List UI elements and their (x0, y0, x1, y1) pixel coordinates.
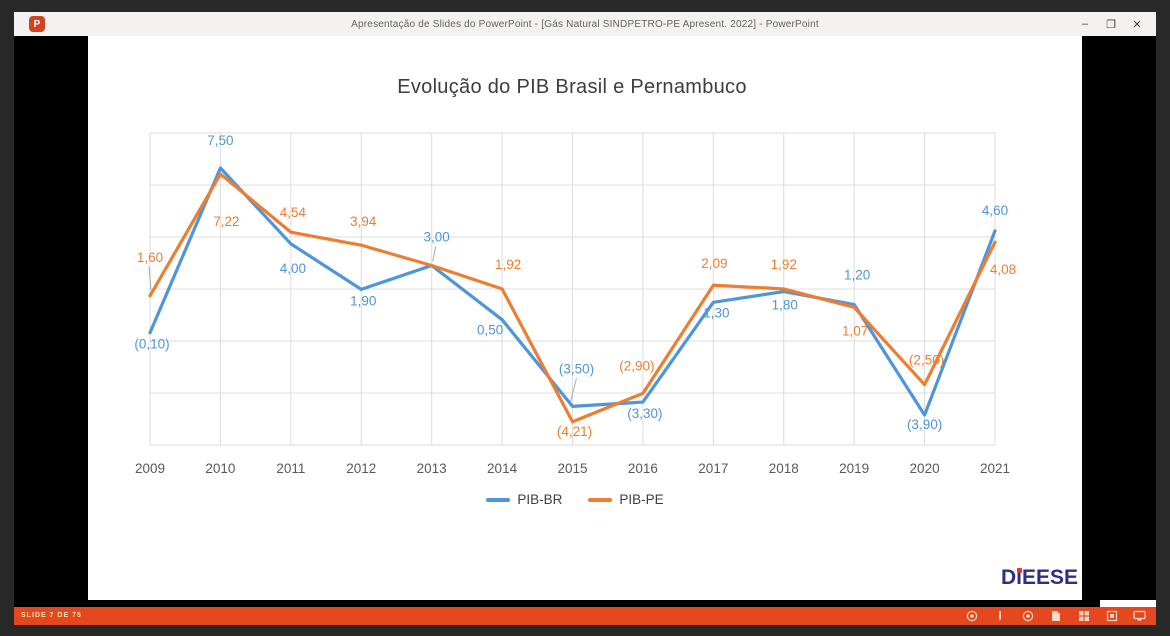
application-window: P Apresentação de Slides do PowerPoint -… (14, 12, 1156, 625)
data-label-pib-br: 4,60 (982, 203, 1008, 218)
pib-br-swatch (486, 497, 511, 502)
powerpoint-icon: P (29, 16, 45, 32)
data-label-pib-br: 0,50 (477, 323, 503, 338)
window-controls: – ❐ ✕ (1072, 12, 1150, 36)
axis-label-year: 2017 (698, 461, 728, 476)
axis-label-year: 2011 (276, 461, 305, 476)
data-label-pib-br: 1,90 (350, 293, 376, 308)
logo-letter-d: D (1000, 566, 1017, 589)
axis-label-year: 2016 (628, 461, 658, 476)
restore-button[interactable]: ❐ (1106, 18, 1116, 31)
laser-pointer-icon[interactable] (1021, 610, 1034, 623)
pib-pe-swatch (588, 497, 613, 502)
data-label-pib-pe: (4,21) (557, 424, 592, 439)
series-line-pib-pe (148, 172, 997, 424)
axis-label-year: 2009 (135, 461, 165, 476)
data-label-pib-br: 1,30 (703, 305, 729, 320)
data-label-pib-pe: 2,09 (701, 256, 727, 271)
slideshow-taskbar: SLIDE 7 DE 75 (14, 607, 1156, 625)
data-label-pib-pe: 3,94 (350, 214, 377, 229)
axis-label-year: 2020 (910, 461, 940, 476)
notes-icon[interactable] (1049, 610, 1062, 623)
label-leader-line (432, 246, 437, 262)
data-label-pib-br: 1,80 (772, 298, 798, 313)
data-label-pib-pe: 7,22 (213, 214, 239, 229)
window-corner-notch (1100, 600, 1156, 608)
data-label-pib-br: (3,50) (559, 361, 594, 376)
data-label-pib-pe: (2,90) (619, 358, 654, 373)
legend-item-pib-pe: PIB-PE (588, 492, 664, 507)
data-label-pib-br: 4,00 (280, 261, 306, 276)
window-title: Apresentação de Slides do PowerPoint - [… (351, 18, 819, 30)
pib-line-chart: (0,10) 7,50 4,00 1,90 3,00 0,50 (3,50) (3,30) 1,… (134, 132, 1016, 476)
axis-label-year: 2015 (557, 461, 587, 476)
taskbar-icons (965, 607, 1146, 625)
chart-legend: PIB-BR PIB-PE (88, 492, 1062, 507)
data-label-pib-br: (3,30) (627, 406, 662, 421)
see-all-slides-icon[interactable] (1077, 610, 1090, 623)
axis-label-year: 2019 (839, 461, 869, 476)
dieese-logo: DiEESE (1001, 566, 1078, 590)
window-titlebar: P Apresentação de Slides do PowerPoint -… (14, 12, 1156, 36)
data-label-pib-br: 1,20 (844, 268, 870, 283)
data-label-pib-pe: 4,08 (990, 262, 1016, 277)
data-label-pib-br: 7,50 (207, 133, 233, 148)
series-line-pib-br (148, 166, 997, 417)
logo-letters-rest: EESE (1021, 566, 1078, 589)
legend-item-pib-br: PIB-BR (486, 492, 562, 507)
data-label-pib-pe: 1,60 (137, 250, 163, 265)
label-leader-line (570, 378, 577, 402)
pib-pe-label: PIB-PE (619, 492, 664, 507)
data-label-pib-br: (0,10) (134, 337, 169, 352)
pib-br-label: PIB-BR (517, 492, 563, 507)
slide-counter: SLIDE 7 DE 75 (21, 612, 82, 619)
slide: Evolução do PIB Brasil e Pernambuco (0,1… (88, 36, 1082, 600)
data-label-pib-pe: 1,92 (771, 257, 797, 272)
label-leader-line (148, 266, 152, 290)
data-label-pib-pe: (2,50) (909, 353, 944, 368)
logo-letter-i: i (1016, 566, 1022, 589)
axis-label-year: 2012 (346, 461, 376, 476)
zoom-slide-icon[interactable] (1105, 610, 1118, 623)
data-label-pib-br: 3,00 (424, 230, 450, 245)
axis-label-year: 2018 (769, 461, 799, 476)
axis-label-year: 2021 (980, 461, 1010, 476)
data-label-pib-pe: 1,07 (842, 323, 868, 338)
minimize-button[interactable]: – (1081, 18, 1089, 30)
display-settings-icon[interactable] (1133, 610, 1146, 623)
data-label-pib-pe: 1,92 (495, 257, 521, 272)
record-icon[interactable] (965, 610, 978, 623)
axis-label-year: 2010 (205, 461, 235, 476)
data-label-pib-pe: 4,54 (280, 205, 307, 220)
data-label-pib-br: (3,90) (907, 417, 942, 432)
close-button[interactable]: ✕ (1132, 18, 1142, 31)
axis-label-year: 2013 (417, 461, 447, 476)
pen-icon[interactable] (993, 610, 1006, 623)
axis-label-year: 2014 (487, 461, 518, 476)
slideshow-stage: Evolução do PIB Brasil e Pernambuco (0,1… (14, 36, 1156, 607)
chart-title: Evolução do PIB Brasil e Pernambuco (397, 76, 747, 98)
